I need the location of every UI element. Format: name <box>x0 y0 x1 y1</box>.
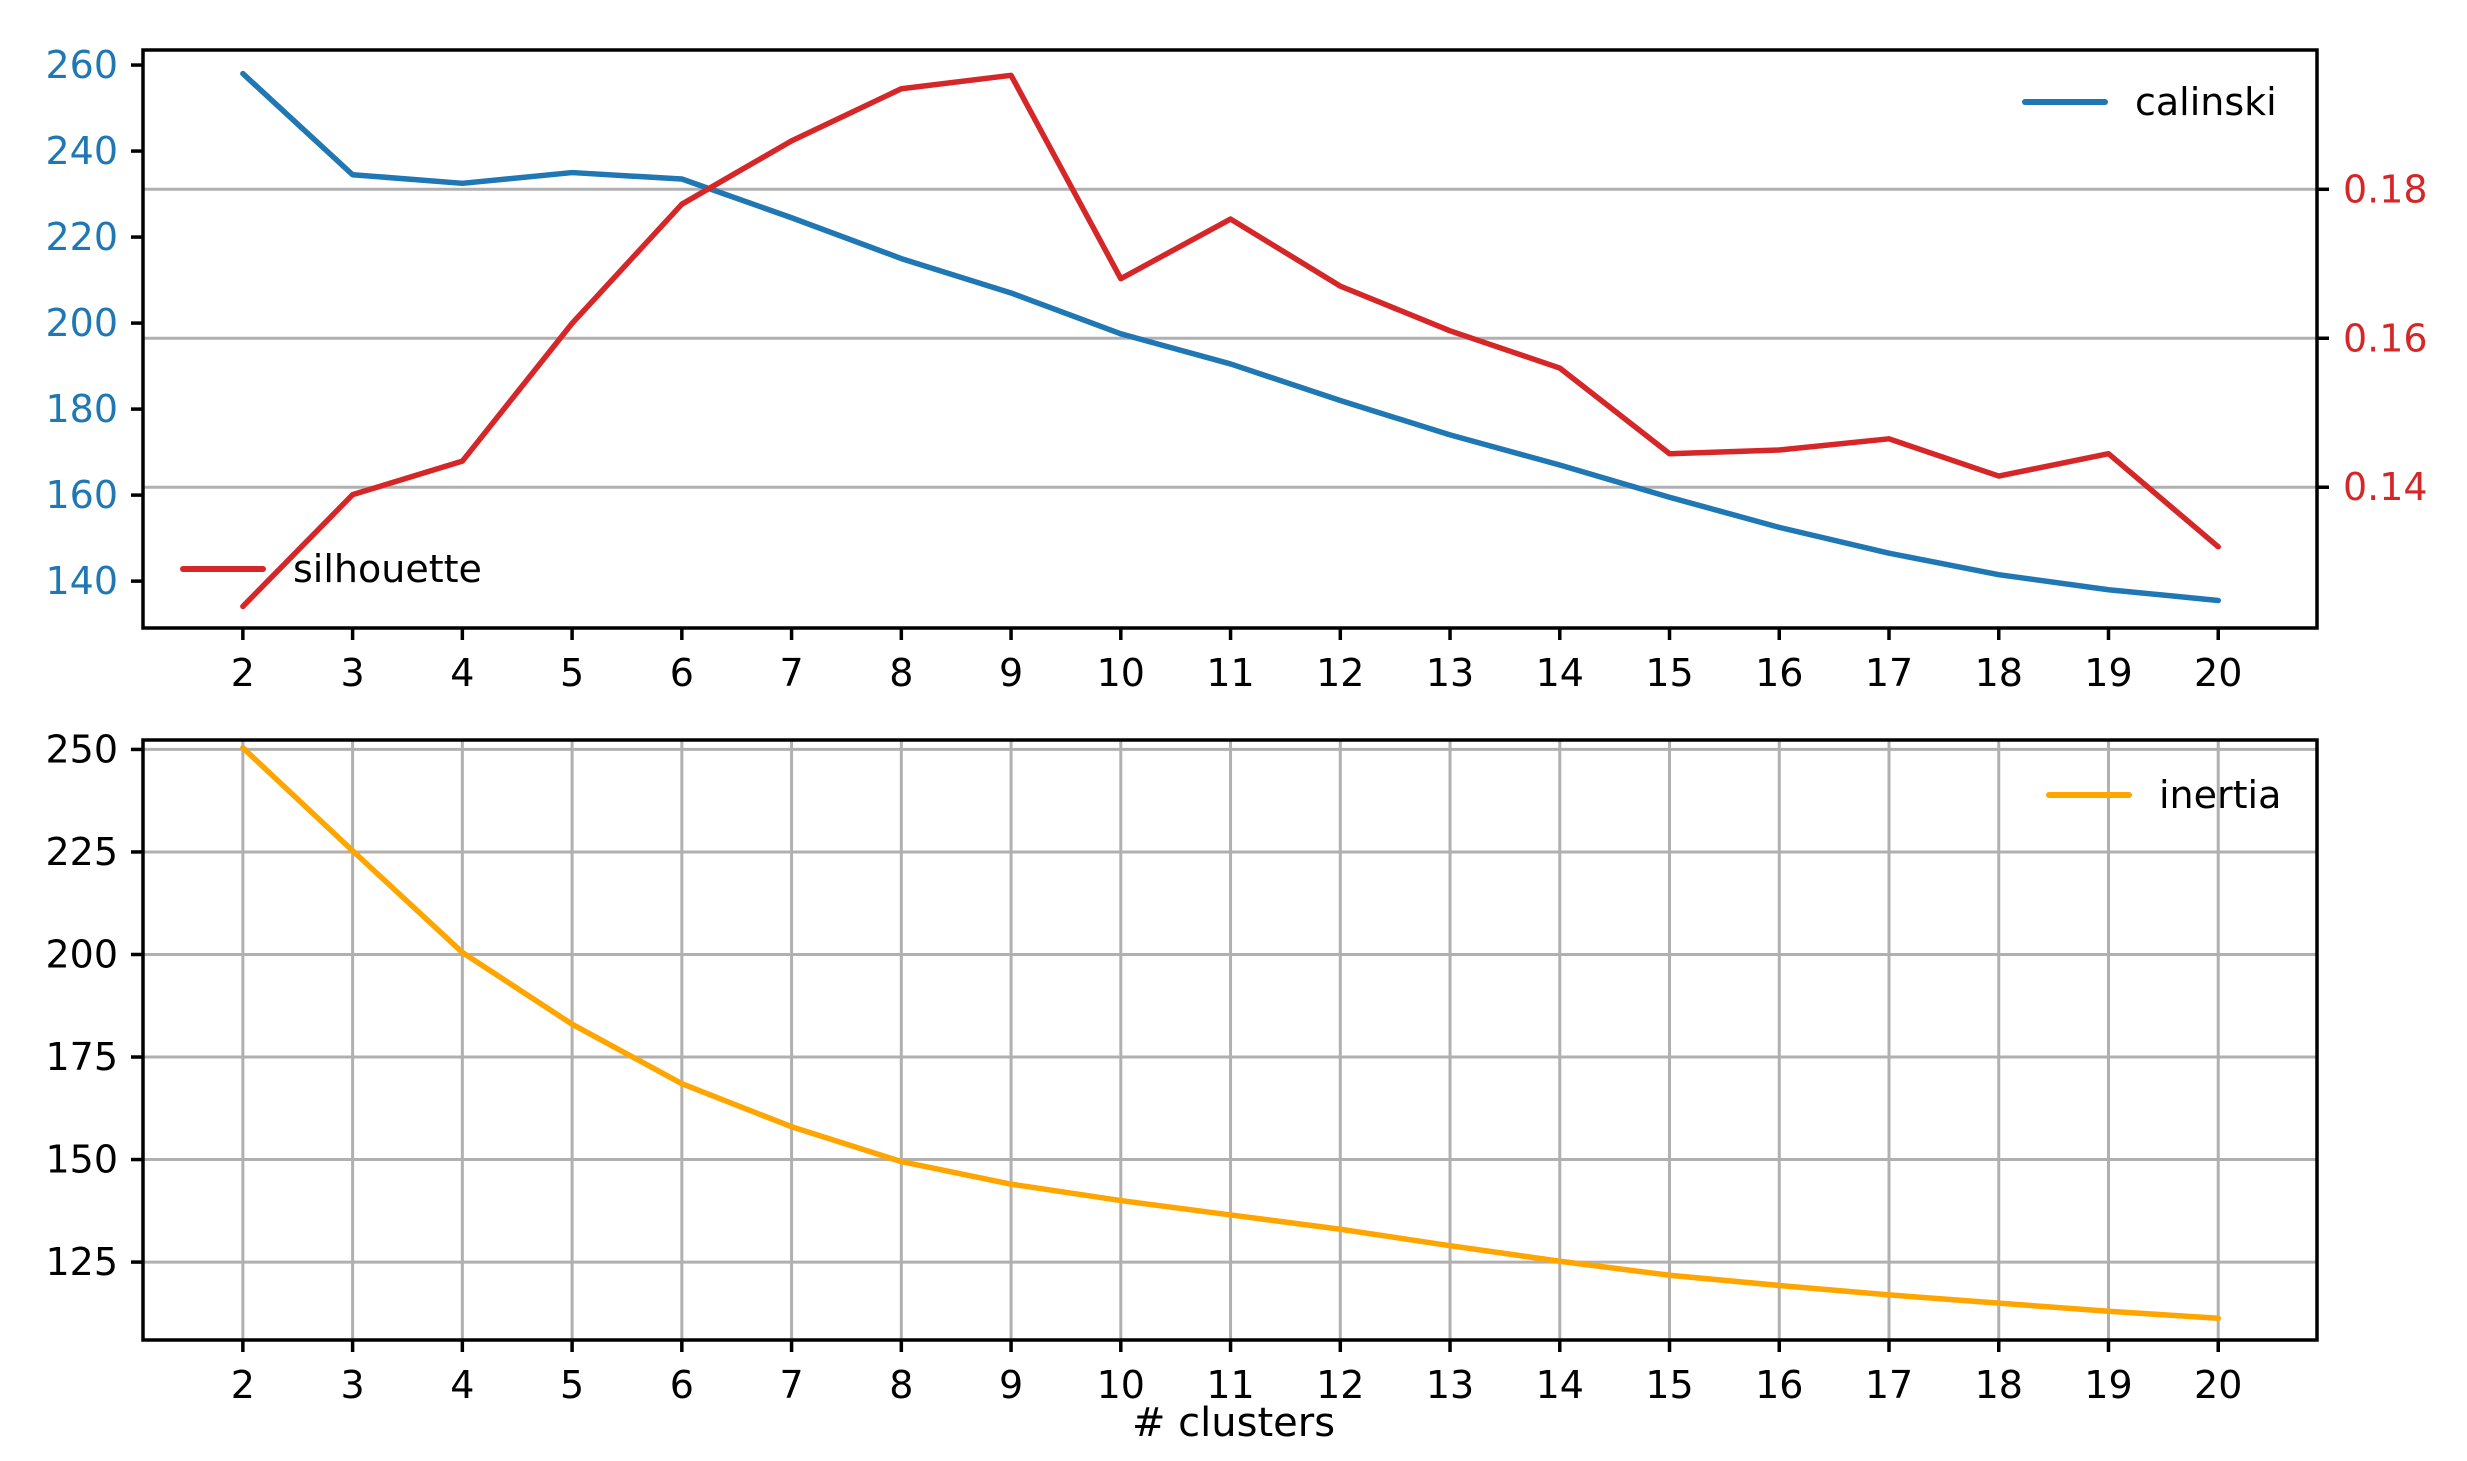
x-tick-label: 12 <box>1316 651 1364 695</box>
x-tick-label: 16 <box>1755 1363 1803 1407</box>
silhouette-line-swatch <box>180 566 266 572</box>
x-tick-label: 3 <box>341 651 365 695</box>
x-tick-label: 19 <box>2084 1363 2132 1407</box>
left-tick-label: 200 <box>45 932 118 976</box>
legend-label-silhouette: silhouette <box>293 547 482 591</box>
x-tick-label: 20 <box>2194 1363 2242 1407</box>
x-tick-label: 7 <box>779 1363 803 1407</box>
x-tick-label: 8 <box>889 651 913 695</box>
legend-label-inertia: inertia <box>2159 773 2282 817</box>
x-tick-label: 18 <box>1975 651 2023 695</box>
x-tick-label: 17 <box>1865 1363 1913 1407</box>
left-tick-label: 180 <box>45 387 118 431</box>
x-tick-label: 2 <box>231 1363 255 1407</box>
left-tick-label: 225 <box>45 830 118 874</box>
left-tick-label: 200 <box>45 301 118 345</box>
x-tick-label: 19 <box>2084 651 2132 695</box>
legend-inertia: inertia <box>2046 768 2281 822</box>
x-tick-label: 13 <box>1426 651 1474 695</box>
left-tick-label: 160 <box>45 473 118 517</box>
legend-label-calinski: calinski <box>2135 80 2277 124</box>
x-tick-label: 9 <box>999 1363 1023 1407</box>
x-tick-label: 15 <box>1645 1363 1693 1407</box>
left-tick-label: 150 <box>45 1138 118 1182</box>
x-tick-label: 10 <box>1097 651 1145 695</box>
x-tick-label: 13 <box>1426 1363 1474 1407</box>
x-tick-label: 15 <box>1645 651 1693 695</box>
left-tick-label: 250 <box>45 727 118 771</box>
x-tick-label: 14 <box>1536 651 1584 695</box>
x-tick-label: 5 <box>560 1363 584 1407</box>
series-calinski <box>240 70 2221 604</box>
left-tick-label: 125 <box>45 1240 118 1284</box>
series-silhouette <box>240 72 2221 610</box>
inertia-line-swatch <box>2046 792 2132 798</box>
x-tick-label: 7 <box>779 651 803 695</box>
right-tick-label: 0.14 <box>2343 465 2428 509</box>
left-tick-label: 240 <box>45 129 118 173</box>
x-tick-label: 17 <box>1865 651 1913 695</box>
x-tick-label: 20 <box>2194 651 2242 695</box>
left-tick-label: 140 <box>45 559 118 603</box>
x-tick-label: 6 <box>670 1363 694 1407</box>
x-tick-label: 11 <box>1206 1363 1254 1407</box>
x-tick-label: 11 <box>1206 651 1254 695</box>
left-tick-label: 260 <box>45 43 118 87</box>
legend-silhouette: silhouette <box>180 542 482 596</box>
x-tick-label: 4 <box>450 1363 474 1407</box>
x-tick-label: 8 <box>889 1363 913 1407</box>
x-tick-label: 16 <box>1755 651 1803 695</box>
x-axis-title: # clusters <box>1131 1400 1336 1446</box>
left-tick-label: 175 <box>45 1035 118 1079</box>
right-tick-label: 0.18 <box>2343 167 2428 211</box>
x-tick-label: 14 <box>1536 1363 1584 1407</box>
calinski-line-swatch <box>2022 99 2108 105</box>
series-inertia <box>240 745 2221 1322</box>
right-tick-label: 0.16 <box>2343 316 2428 360</box>
x-tick-label: 10 <box>1097 1363 1145 1407</box>
x-tick-label: 12 <box>1316 1363 1364 1407</box>
x-tick-label: 2 <box>231 651 255 695</box>
x-tick-label: 6 <box>670 651 694 695</box>
left-tick-label: 220 <box>45 215 118 259</box>
x-tick-label: 3 <box>341 1363 365 1407</box>
x-tick-label: 4 <box>450 651 474 695</box>
x-tick-label: 18 <box>1975 1363 2023 1407</box>
x-tick-label: 5 <box>560 651 584 695</box>
x-tick-label: 9 <box>999 651 1023 695</box>
legend-calinski: calinski <box>2022 75 2277 129</box>
